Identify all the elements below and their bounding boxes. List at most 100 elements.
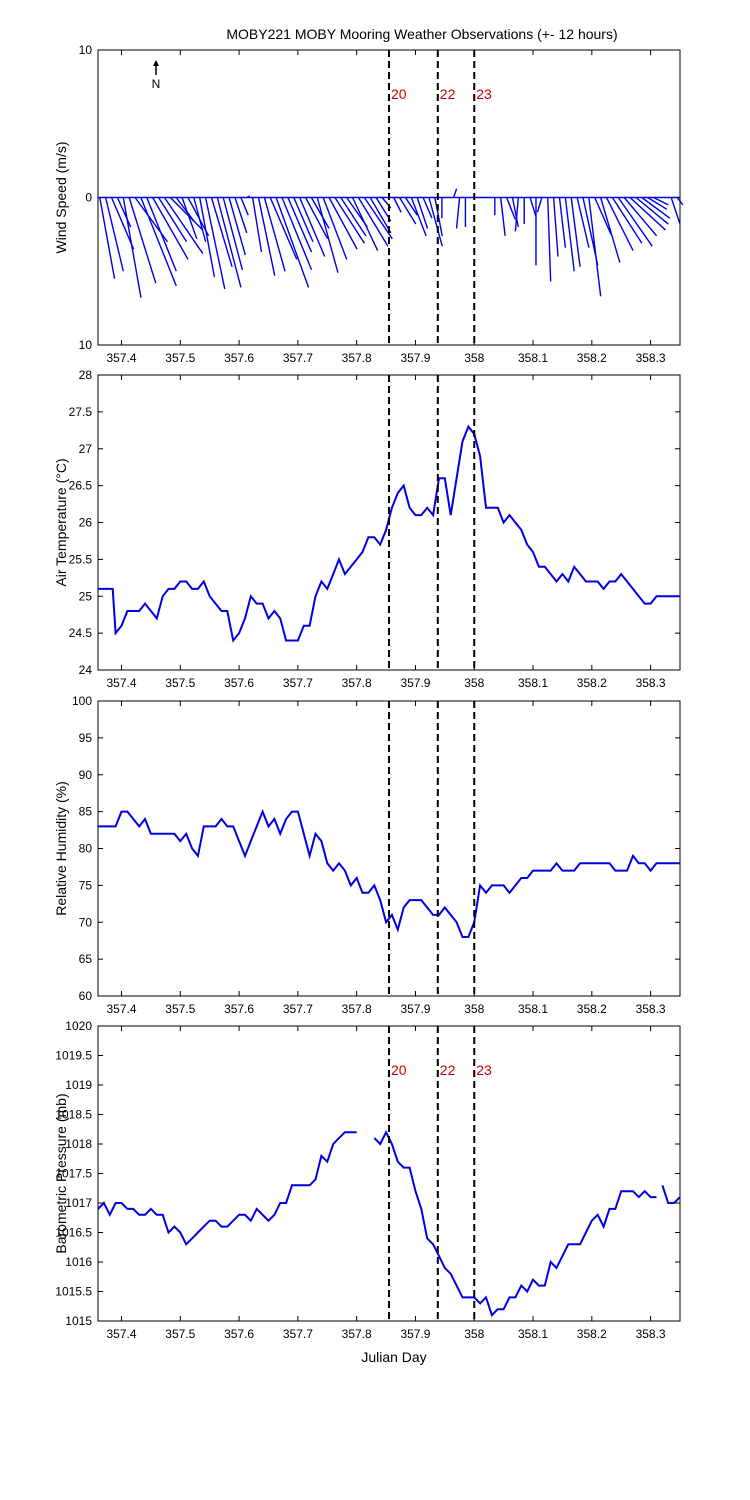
data-line [661,1184,681,1204]
wind-stick [234,197,248,234]
wind-stick [210,197,233,268]
wind-stick [410,197,427,237]
wind-stick [536,197,543,213]
x-tick-label: 357.4 [106,351,136,365]
y-tick-label: 100 [72,694,92,708]
event-label: 22 [440,1062,456,1078]
wind-stick [316,197,339,273]
wind-stick [500,197,506,236]
event-label: 23 [476,1062,492,1078]
x-tick-label: 357.4 [106,1327,136,1341]
panel-3: 357.4 357.5 357.6 357.7 357.8 357.9 358 358.1 35… [53,694,681,1016]
x-tick-label: 357.9 [400,1002,430,1016]
wind-stick [181,197,198,240]
wind-stick [216,197,242,288]
wind-stick [594,197,612,235]
wind-stick [351,197,379,251]
y-tick-label: 95 [79,731,93,745]
wind-stick [157,197,188,243]
y-tick-label: 1019.5 [55,1049,92,1063]
panel-4: 357.4 357.5 357.6 357.7 357.8 357.9 358 358.1 35… [53,1019,681,1341]
event-label: 22 [440,86,456,102]
x-tick-label: 357.5 [165,1327,195,1341]
event-label: 20 [391,86,407,102]
wind-stick [152,197,189,260]
wind-stick [298,197,326,257]
x-tick-label: 358 [464,351,484,365]
y-tick-label: 65 [79,952,93,966]
wind-stick [357,197,389,247]
wind-stick [293,197,314,243]
x-tick-label: 357.6 [224,676,254,690]
x-tick-label: 357.7 [283,1002,313,1016]
y-tick-label: 10 [79,43,93,57]
x-tick-label: 357.6 [224,1002,254,1016]
wind-stick [340,197,367,237]
y-tick-label: 70 [79,915,93,929]
y-tick-label: 27 [79,442,93,456]
y-tick-label: 60 [79,989,93,1003]
wind-stick [204,197,226,290]
x-tick-label: 357.7 [283,676,313,690]
wind-stick [228,197,246,256]
y-tick-label: 1015 [65,1314,92,1328]
x-tick-label: 358.2 [577,1327,607,1341]
wind-stick [611,197,643,244]
wind-stick [146,197,177,272]
x-tick-label: 358.1 [518,1327,548,1341]
wind-stick [251,197,263,253]
wind-stick [99,197,116,279]
y-tick-label: 25 [79,589,93,603]
wind-stick [246,195,250,199]
wind-stick [263,197,286,272]
wind-stick [453,188,458,198]
x-tick-label: 358.2 [577,351,607,365]
y-tick-label: 85 [79,805,93,819]
y-tick-label: 1017 [65,1196,92,1210]
y-tick-label: 1017.5 [55,1167,92,1181]
x-tick-label: 357.8 [342,676,372,690]
x-tick-label: 358.1 [518,676,548,690]
wind-stick [404,197,418,216]
x-tick-label: 358.1 [518,1002,548,1016]
wind-stick [570,197,581,267]
data-line [98,808,680,938]
wind-stick [455,197,461,229]
wind-stick [304,197,329,240]
x-tick-label: 357.5 [165,676,195,690]
x-tick-label: 358 [464,676,484,690]
x-tick-label: 358 [464,1327,484,1341]
wind-stick [505,197,517,220]
wind-stick [310,197,330,229]
wind-stick [128,197,157,284]
wind-stick [605,197,634,251]
y-tick-label: 25.5 [69,552,93,566]
wind-stick [287,197,313,253]
wind-stick [175,197,195,222]
figure-title: MOBY221 MOBY Mooring Weather Observation… [226,26,617,42]
north-arrowhead-icon [153,60,159,66]
x-tick-label: 358.2 [577,676,607,690]
wind-stick [240,197,249,216]
wind-stick [116,197,132,228]
wind-stick [199,197,216,278]
x-tick-label: 357.7 [283,351,313,365]
y-tick-label: 26 [79,516,93,530]
x-tick-label: 358.1 [518,351,548,365]
y-tick-label: 1016.5 [55,1226,92,1240]
wind-stick [529,197,537,217]
x-tick-label: 357.6 [224,351,254,365]
x-tick-label: 357.8 [342,1327,372,1341]
wind-stick [422,197,433,219]
wind-stick [564,197,575,272]
x-tick-label: 357.9 [400,1327,430,1341]
y-tick-label: 24.5 [69,626,93,640]
wind-stick [393,197,402,213]
y-tick-label: 28 [79,368,93,382]
wind-stick [670,197,681,225]
x-tick-label: 357.9 [400,351,430,365]
x-tick-label: 358.3 [636,1002,666,1016]
event-label: 23 [476,86,492,102]
wind-stick [558,197,567,248]
panels: 357.4 357.5 357.6 357.7 357.8 357.9 358 358.1 35… [53,43,684,1341]
